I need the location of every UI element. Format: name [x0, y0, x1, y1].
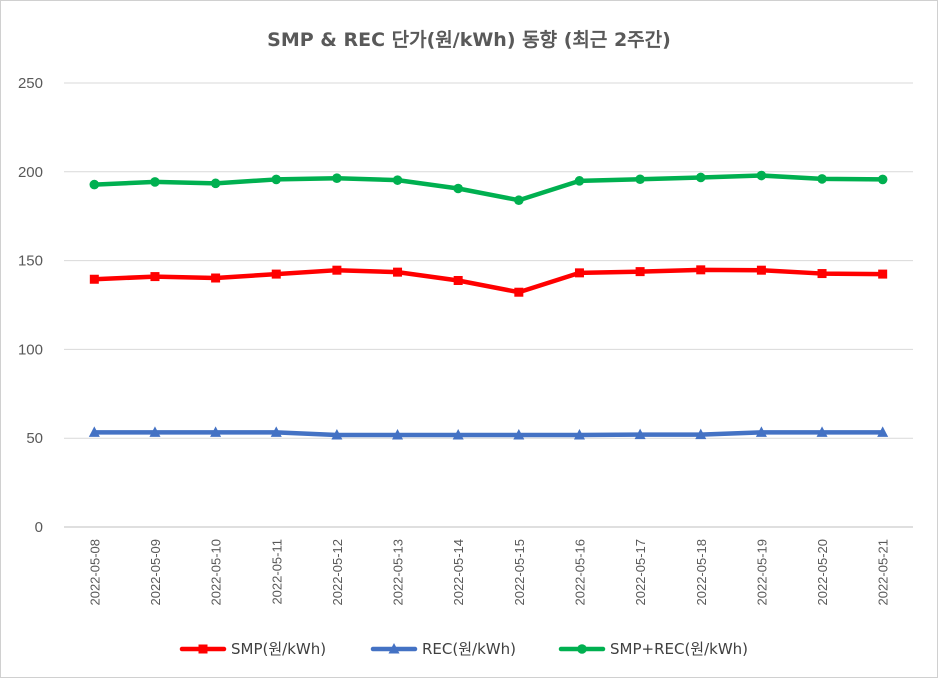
legend-marker — [577, 644, 587, 654]
y-tick-label: 50 — [26, 430, 43, 447]
y-tick-label: 250 — [18, 75, 43, 92]
data-point — [270, 426, 282, 437]
data-point — [149, 426, 161, 437]
data-point — [392, 429, 404, 440]
data-point — [877, 174, 888, 185]
data-point — [210, 426, 222, 437]
data-point — [89, 179, 100, 190]
series-line-1 — [92, 267, 885, 295]
data-point — [88, 426, 100, 437]
data-point — [634, 428, 646, 440]
data-point — [393, 267, 403, 277]
data-point — [89, 274, 99, 284]
data-point — [453, 275, 463, 285]
data-point — [392, 175, 403, 185]
y-tick-label: 0 — [35, 519, 43, 536]
data-point — [513, 429, 525, 440]
data-point — [816, 426, 828, 437]
data-point — [817, 269, 827, 279]
y-tick-label: 100 — [18, 341, 43, 358]
x-tick-label: 2022-05-18 — [694, 539, 709, 606]
data-point — [514, 287, 524, 297]
data-point — [210, 178, 221, 189]
data-point — [574, 268, 584, 278]
data-point — [635, 174, 645, 185]
y-tick-label: 150 — [18, 253, 43, 270]
y-tick-label: 200 — [18, 164, 43, 181]
legend-label: SMP+REC(원/kWh) — [610, 640, 748, 658]
data-point — [695, 172, 706, 183]
x-tick-label: 2022-05-14 — [451, 539, 466, 606]
data-point — [755, 426, 767, 437]
x-tick-label: 2022-05-21 — [876, 539, 891, 606]
x-tick-label: 2022-05-08 — [87, 539, 102, 606]
data-point — [817, 174, 827, 184]
x-tick-label: 2022-05-12 — [330, 539, 345, 606]
data-point — [878, 269, 888, 279]
series-line-2 — [92, 430, 885, 438]
x-tick-label: 2022-05-11 — [269, 539, 284, 605]
data-point — [635, 267, 645, 277]
data-point — [331, 429, 343, 440]
data-point — [332, 173, 342, 183]
data-point — [756, 170, 767, 181]
x-tick-label: 2022-05-13 — [391, 539, 406, 606]
x-tick-label: 2022-05-19 — [754, 539, 769, 606]
data-point — [514, 195, 524, 206]
data-point — [332, 265, 342, 275]
x-tick-label: 2022-05-10 — [209, 539, 224, 606]
series-line-3 — [92, 173, 885, 203]
data-point — [695, 428, 707, 440]
data-point — [453, 183, 463, 194]
legend-label: SMP(원/kWh) — [231, 640, 326, 658]
data-point — [150, 272, 160, 282]
x-tick-label: 2022-05-15 — [512, 539, 527, 606]
legend-marker — [198, 644, 208, 654]
data-point — [452, 429, 464, 440]
data-point — [150, 177, 160, 187]
data-point — [756, 265, 766, 275]
data-point — [211, 273, 221, 283]
chart-title: SMP & REC 단가(원/kWh) 동향 (최근 2주간) — [267, 29, 671, 51]
x-tick-label: 2022-05-09 — [148, 539, 163, 606]
x-tick-label: 2022-05-20 — [815, 539, 830, 606]
data-point — [877, 426, 889, 437]
data-point — [574, 176, 585, 186]
x-tick-label: 2022-05-16 — [572, 539, 587, 606]
data-point — [696, 265, 706, 275]
data-point — [271, 174, 282, 185]
legend-marker — [388, 643, 400, 654]
data-point — [573, 429, 585, 440]
legend-label: REC(원/kWh) — [422, 640, 516, 658]
x-tick-label: 2022-05-17 — [633, 539, 648, 606]
data-point — [271, 269, 281, 279]
